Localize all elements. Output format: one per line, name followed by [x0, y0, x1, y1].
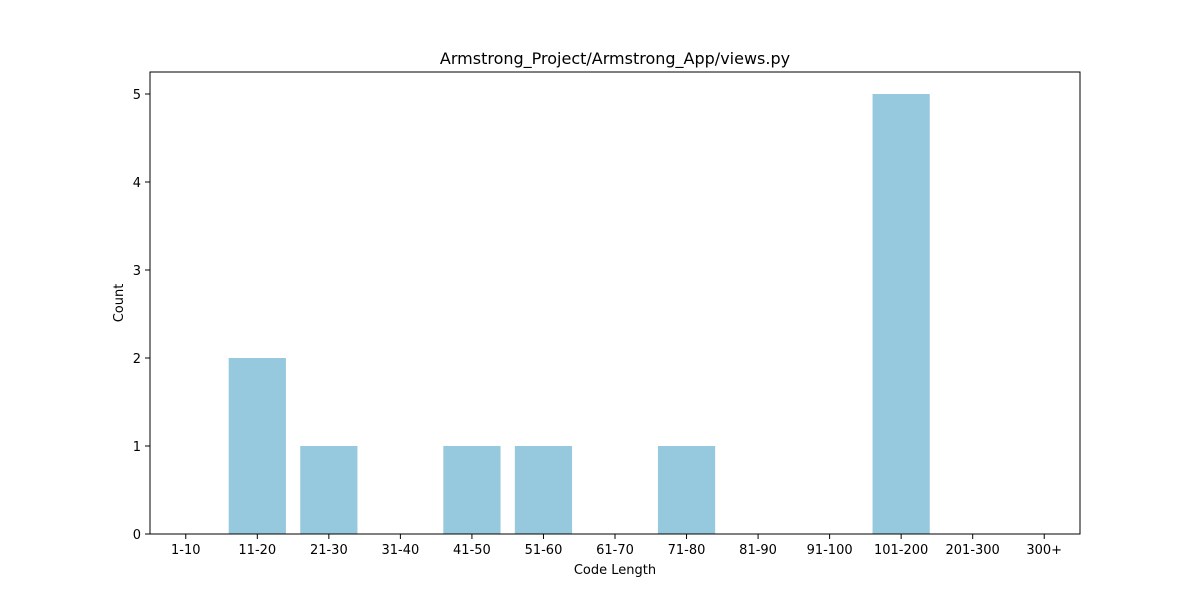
x-tick-label: 101-200: [874, 543, 928, 558]
bar-101-200: [872, 94, 930, 534]
x-tick-label: 21-30: [310, 543, 348, 558]
bars-group: [228, 94, 930, 534]
x-tick-label: 71-80: [668, 543, 706, 558]
x-tick-label: 31-40: [381, 543, 419, 558]
bar-41-50: [443, 446, 501, 534]
y-tick-label: 2: [133, 352, 141, 367]
plot-frame: [149, 71, 1081, 535]
bar-51-60: [514, 446, 573, 534]
y-tick-label: 5: [133, 88, 141, 103]
bar-11-20: [228, 358, 286, 534]
x-tick-label: 51-60: [525, 543, 563, 558]
y-tick-label: 1: [133, 440, 141, 455]
bar-71-80: [657, 446, 716, 534]
y-axis: 0 1 2 3 4 5: [133, 88, 150, 543]
x-tick-label: 1-10: [171, 543, 201, 558]
bar-21-30: [300, 446, 358, 534]
y-tick-label: 0: [133, 528, 141, 543]
x-tick-label: 41-50: [453, 543, 491, 558]
x-axis: 1-10 11-20 21-30 31-40 41-50 51-60 61-70 71-80 8…: [171, 534, 1062, 558]
y-tick-label: 4: [133, 176, 141, 191]
x-tick-label: 81-90: [739, 543, 777, 558]
y-axis-title: Count: [112, 284, 127, 323]
y-tick-label: 3: [133, 264, 141, 279]
x-tick-label: 11-20: [238, 543, 276, 558]
x-tick-label: 91-100: [807, 543, 853, 558]
x-tick-label: 201-300: [946, 543, 1000, 558]
x-tick-label: 61-70: [596, 543, 634, 558]
x-axis-title: Code Length: [574, 563, 656, 578]
chart-title: Armstrong_Project/Armstrong_App/views.py: [440, 49, 790, 69]
x-tick-label: 300+: [1026, 543, 1062, 558]
